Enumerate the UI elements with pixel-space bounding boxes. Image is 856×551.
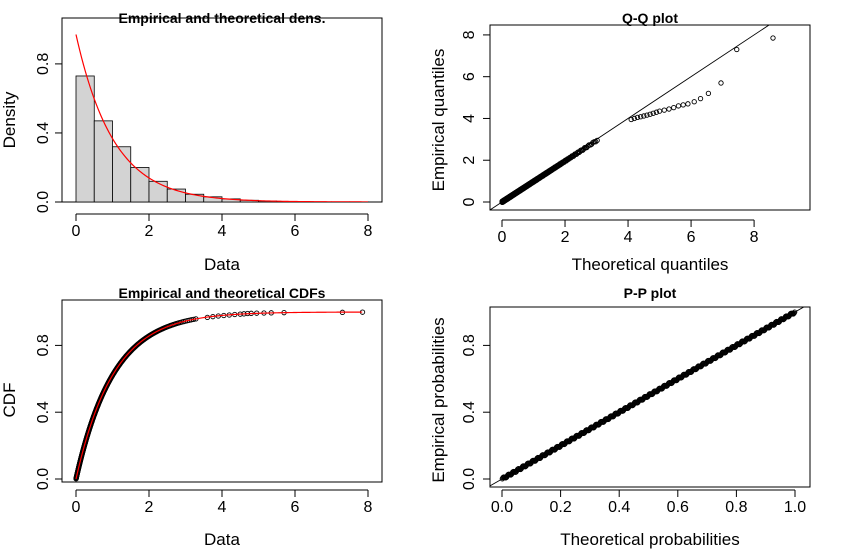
x-tick-label: 2 <box>145 223 154 240</box>
qq-point <box>631 115 637 122</box>
y-axis-label: Density <box>0 91 19 148</box>
y-axis-label: Empirical quantiles <box>429 49 448 192</box>
plot-title: Q-Q plot <box>622 10 678 26</box>
qq-point <box>661 107 667 113</box>
x-axis-label: Theoretical quantiles <box>572 255 729 274</box>
qq-point <box>638 114 644 120</box>
y-tick-label: 2 <box>461 156 478 165</box>
x-tick-label: 2 <box>145 499 154 516</box>
histogram-bar <box>112 146 132 203</box>
y-tick-label: 0.8 <box>35 53 52 75</box>
y-tick-label: 0.0 <box>35 191 52 213</box>
qq-point <box>594 137 600 144</box>
qq-point <box>666 106 672 112</box>
theoretical-cdf-curve <box>75 311 363 480</box>
x-tick-label: 0.2 <box>549 499 571 516</box>
pp-point <box>792 309 798 315</box>
x-axis-label: Data <box>204 530 240 549</box>
histogram-bar <box>75 75 95 203</box>
y-tick-label: 6 <box>461 72 478 81</box>
x-tick-label: 0.4 <box>608 499 630 516</box>
qq-point <box>675 103 682 109</box>
x-tick-label: 6 <box>291 223 300 240</box>
qq-point <box>656 108 663 114</box>
qq-point <box>593 139 599 145</box>
x-tick-label: 0 <box>72 223 81 240</box>
qq-point <box>634 114 641 121</box>
qq-point <box>680 102 686 108</box>
x-tick-label: 8 <box>364 223 373 240</box>
y-axis-label: Empirical probabilities <box>429 317 448 482</box>
qq-point <box>734 46 740 53</box>
plot-title: Empirical and theoretical dens. <box>119 10 326 26</box>
x-tick-label: 4 <box>624 229 633 246</box>
y-tick-label: 0.0 <box>461 468 478 490</box>
qq-point <box>671 104 677 111</box>
y-tick-label: 0.4 <box>35 122 52 144</box>
qq-point <box>685 101 691 107</box>
plot-title: P-P plot <box>624 285 677 301</box>
qq-point <box>641 113 647 119</box>
x-tick-label: 1.0 <box>784 499 806 516</box>
x-tick-label: 0 <box>72 499 81 516</box>
qq-point <box>691 99 697 105</box>
x-axis-label: Theoretical probabilities <box>560 530 740 549</box>
qq-point <box>705 90 712 97</box>
x-axis-label: Data <box>204 255 240 274</box>
x-tick-label: 0.6 <box>667 499 689 516</box>
qq-point <box>628 116 634 123</box>
y-tick-label: 0.8 <box>35 334 52 356</box>
y-tick-label: 8 <box>461 30 478 39</box>
pp-plot-panel: P-P plot Theoretical probabilities Empiric… <box>429 285 811 549</box>
y-tick-label: 0.8 <box>461 334 478 356</box>
histogram-bar <box>130 167 150 203</box>
qq-point <box>644 112 650 118</box>
y-axis-label: CDF <box>0 383 19 418</box>
qq-point <box>770 35 776 41</box>
x-tick-label: 0.0 <box>491 499 513 516</box>
x-tick-label: 8 <box>364 499 373 516</box>
theoretical-density-curve <box>75 34 368 202</box>
x-tick-label: 4 <box>218 499 227 516</box>
qq-point <box>653 109 660 115</box>
x-tick-label: 0.8 <box>725 499 747 516</box>
x-tick-label: 6 <box>291 499 300 516</box>
density-histogram-panel: Empirical and theoretical dens. Data Densi… <box>0 10 383 274</box>
x-tick-label: 4 <box>218 223 227 240</box>
y-tick-label: 4 <box>461 114 478 123</box>
qq-point <box>697 95 704 102</box>
plot-frame <box>61 299 383 483</box>
x-tick-label: 6 <box>687 229 696 246</box>
plot-title: Empirical and theoretical CDFs <box>119 285 326 301</box>
y-tick-label: 0.0 <box>35 468 52 490</box>
qq-point <box>647 111 653 117</box>
x-tick-label: 8 <box>750 229 759 246</box>
y-tick-label: 0.4 <box>35 401 52 423</box>
x-tick-label: 2 <box>561 229 570 246</box>
x-tick-label: 0 <box>498 229 507 246</box>
y-tick-label: 0.4 <box>461 401 478 423</box>
cdf-panel: Empirical and theoretical CDFs Data CDF 0 2 4… <box>0 285 383 549</box>
histogram-bar <box>148 180 168 203</box>
y-tick-label: 0 <box>461 197 478 206</box>
qq-point <box>650 110 656 116</box>
qq-plot-panel: Q-Q plot Theoretical quantiles Empirical q… <box>429 10 811 274</box>
qq-point <box>718 80 724 86</box>
